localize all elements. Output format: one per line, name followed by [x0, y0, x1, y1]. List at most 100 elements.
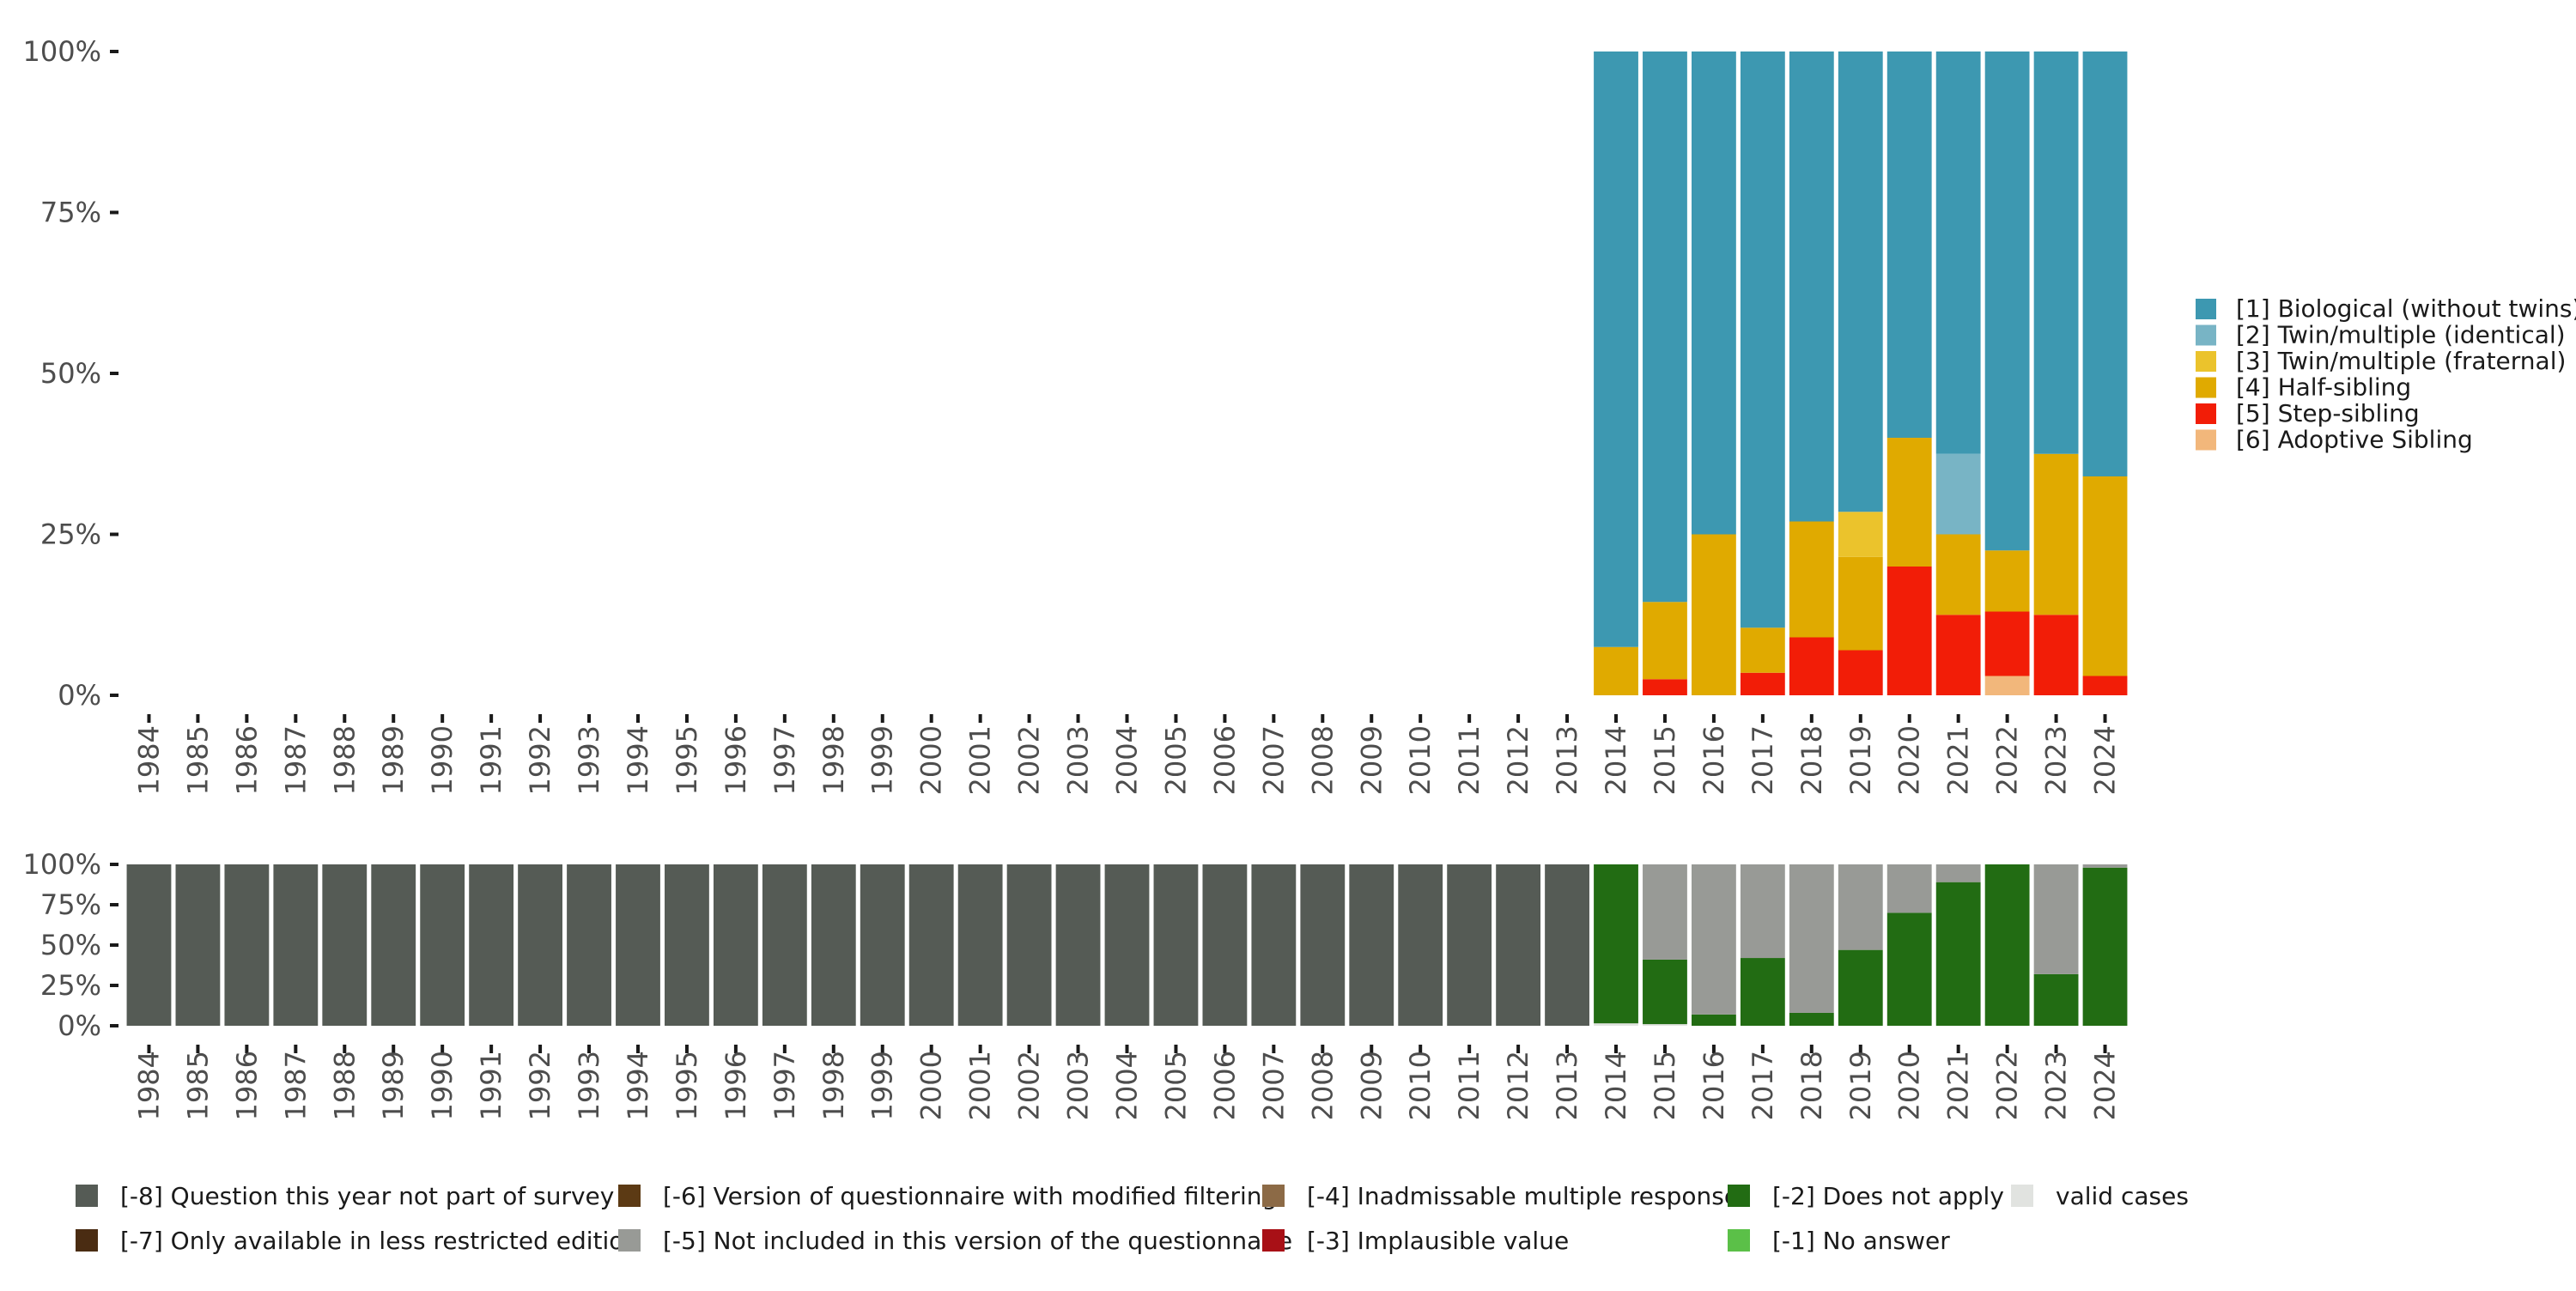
x-tick-label: 2001 [964, 1051, 997, 1120]
x-tick-label: 2007 [1257, 725, 1290, 795]
x-tick-label: 1993 [573, 1051, 605, 1120]
bar-segment [860, 864, 905, 1026]
bar-segment [567, 864, 611, 1026]
bar-segment [1594, 1023, 1638, 1026]
x-tick-label: 2000 [915, 725, 948, 795]
bar-segment [1740, 52, 1785, 628]
bar-segment [1984, 676, 2030, 695]
x-tick-label: 2002 [1013, 725, 1046, 795]
bar-segment [1935, 453, 1981, 535]
bar-segment [273, 864, 319, 1026]
x-tick-label: 2016 [1698, 725, 1730, 795]
bar-segment [2082, 867, 2128, 1026]
bar-segment [1692, 864, 1736, 1015]
top-chart: 0% 25% 50% 75% 100% 1984 1985 1986 1987 1988 1989 1… [23, 35, 2128, 795]
bar-segment [322, 864, 368, 1026]
x-tick-label: 2015 [1649, 725, 1681, 795]
x-tick-label: 1995 [671, 725, 703, 795]
bar-segment [1886, 52, 1932, 438]
bar-segment [1740, 672, 1785, 695]
legend-label: [-4] Inadmissable multiple response [1307, 1182, 1739, 1210]
bar-segment [713, 864, 758, 1026]
bar-segment [1984, 550, 2030, 612]
bar-segment [1789, 637, 1834, 695]
bar-segment [1984, 611, 2030, 676]
x-tick-label: 2008 [1306, 725, 1339, 795]
x-tick-label: 1991 [475, 725, 507, 795]
x-tick-label: 1991 [475, 1051, 507, 1120]
bar-segment [1886, 438, 1932, 567]
legend-swatch [2196, 403, 2216, 424]
x-tick-label: 1995 [671, 1051, 703, 1120]
bar-segment [469, 864, 514, 1026]
legend-swatch [618, 1229, 641, 1252]
bar-segment [1886, 567, 1932, 695]
bar-segment [1838, 556, 1883, 651]
bar-segment [1740, 958, 1785, 1026]
x-tick-label: 2014 [1600, 1051, 1632, 1120]
bar-segment [1300, 864, 1346, 1026]
bar-segment [518, 864, 562, 1026]
legend-label: [-1] No answer [1772, 1227, 1950, 1255]
bar-segment [2082, 676, 2128, 695]
legend-swatch [2196, 299, 2216, 319]
y-tick-label: 0% [58, 679, 101, 712]
x-tick-label: 2010 [1404, 1051, 1437, 1120]
bar-segment [811, 864, 856, 1026]
bar-segment [1838, 949, 1883, 1026]
y-tick-label: 75% [40, 197, 101, 229]
x-tick-label: 1992 [524, 1051, 556, 1120]
bar-segment [1594, 52, 1638, 647]
x-tick-label: 2008 [1306, 1051, 1339, 1120]
legend-swatch [76, 1229, 98, 1252]
bar-segment [1789, 864, 1834, 1013]
legend-label: [3] Twin/multiple (fraternal) [2236, 347, 2566, 375]
bar-segment [1643, 1024, 1687, 1026]
x-tick-label: 2024 [2089, 725, 2122, 795]
legend-swatch [2196, 429, 2216, 451]
x-tick-label: 2002 [1013, 1051, 1046, 1120]
x-tick-label: 1987 [279, 725, 312, 795]
x-tick-label: 1989 [377, 1051, 410, 1120]
bar-segment [175, 864, 221, 1026]
x-tick-label: 1990 [426, 725, 459, 795]
legend-swatch [618, 1185, 641, 1207]
bar-segment [2033, 52, 2079, 454]
x-tick-label: 2015 [1649, 1051, 1681, 1120]
x-tick-label: 2021 [1942, 1051, 1975, 1120]
bar-segment [1349, 864, 1394, 1026]
y-tick-label: 0% [58, 1009, 101, 1042]
y-tick-label: 100% [23, 848, 101, 881]
bar-segment [1789, 1012, 1834, 1026]
bar-segment [2082, 476, 2128, 676]
x-tick-label: 2005 [1159, 1051, 1192, 1120]
x-tick-label: 1990 [426, 1051, 459, 1120]
legend-swatch [1262, 1185, 1285, 1207]
bar-segment [1398, 864, 1443, 1026]
x-tick-label: 1993 [573, 725, 605, 795]
bar-segment [1006, 864, 1052, 1026]
legend-swatch [76, 1185, 98, 1207]
bar-segment [1055, 864, 1101, 1026]
bar-segment [908, 864, 954, 1026]
x-tick-label: 2005 [1159, 725, 1192, 795]
legend-label: valid cases [2056, 1182, 2189, 1210]
x-tick-label: 1994 [622, 1051, 654, 1120]
x-tick-label: 2020 [1893, 1051, 1926, 1120]
legend-label: [-5] Not included in this version of the… [663, 1227, 1292, 1255]
x-tick-label: 2003 [1062, 1051, 1095, 1120]
bar-segment [1984, 864, 2030, 1026]
bar-segment [1643, 864, 1687, 960]
x-tick-label: 2001 [964, 725, 997, 795]
bar-segment [1153, 864, 1199, 1026]
x-tick-label: 2017 [1747, 1051, 1779, 1120]
bottom-chart: 0% 25% 50% 75% 100% 1984 1985 1986 1987 1988 1989 1… [23, 848, 2128, 1120]
x-tick-label: 1998 [817, 1051, 850, 1120]
x-tick-label: 1996 [720, 725, 752, 795]
bar-segment [2082, 52, 2128, 476]
bar-segment [1838, 864, 1883, 950]
bar-segment [1643, 679, 1687, 695]
bar-segment [1886, 864, 1932, 913]
bar-segment [1935, 882, 1981, 1026]
